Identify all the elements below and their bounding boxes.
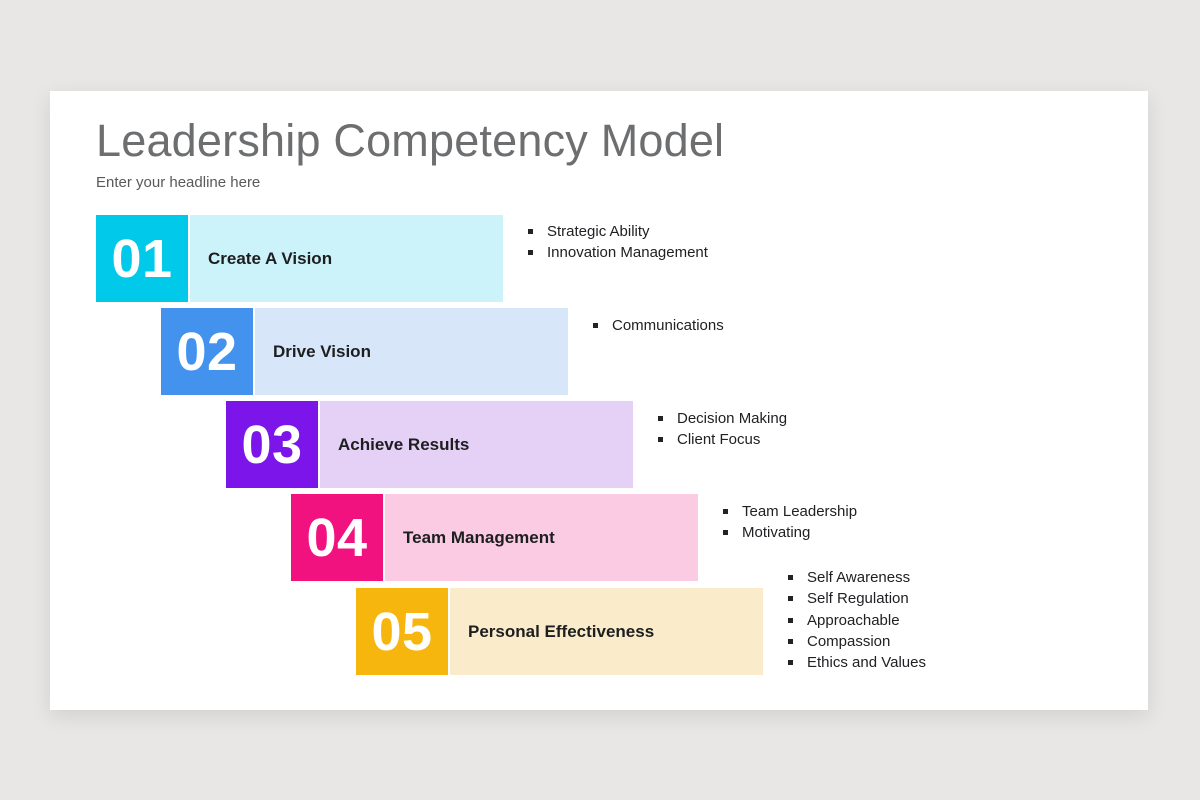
step-number-badge: 03 (226, 401, 318, 488)
bullet-text: Team Leadership (742, 503, 858, 521)
step-row: 05 Personal Effectiveness Self Awareness… (356, 569, 1116, 675)
bullet-square-icon (528, 250, 533, 256)
step-bullet-list: Communications (593, 315, 893, 336)
headline-placeholder: Enter your headline here (96, 174, 261, 191)
step-row: 03 Achieve Results Decision Making Clien… (226, 401, 986, 488)
bullet-text: Decision Making (677, 410, 788, 428)
step-label: Create A Vision (208, 248, 333, 268)
bullet-text: Strategic Ability (547, 223, 650, 241)
step-row: 01 Create A Vision Strategic Ability Inn… (96, 215, 856, 302)
step-bullet-list: Strategic Ability Innovation Management (528, 221, 828, 264)
bullet-text: Client Focus (677, 431, 761, 449)
list-item: Self Awareness (788, 567, 1088, 588)
step-row: 02 Drive Vision Communications (161, 308, 921, 395)
step-bar: Drive Vision (255, 308, 568, 395)
bullet-square-icon (658, 416, 663, 422)
list-item: Communications (593, 315, 893, 336)
bullet-square-icon (528, 229, 533, 235)
step-row: 04 Team Management Team Leadership Motiv… (291, 494, 1051, 581)
step-number-badge: 02 (161, 308, 253, 395)
bullet-text: Self Regulation (807, 590, 909, 608)
step-bar: Create A Vision (190, 215, 503, 302)
step-bar: Personal Effectiveness (450, 588, 763, 675)
bullet-square-icon (658, 437, 663, 443)
list-item: Decision Making (658, 408, 958, 429)
step-bar: Team Management (385, 494, 698, 581)
step-label: Personal Effectiveness (468, 621, 655, 641)
list-item: Team Leadership (723, 501, 1023, 522)
step-bar: Achieve Results (320, 401, 633, 488)
bullet-text: Motivating (742, 524, 811, 542)
page-title: Leadership Competency Model (96, 115, 725, 166)
bullet-text: Communications (612, 317, 724, 335)
step-bullet-list: Self Awareness Self Regulation Approacha… (788, 567, 1088, 673)
slide-card: Leadership Competency Model Enter your h… (50, 91, 1148, 710)
list-item: Approachable (788, 610, 1088, 631)
bullet-text: Compassion (807, 633, 891, 651)
bullet-square-icon (788, 639, 793, 645)
list-item: Compassion (788, 631, 1088, 652)
step-bullet-list: Team Leadership Motivating (723, 501, 1023, 544)
bullet-square-icon (788, 575, 793, 581)
bullet-square-icon (593, 323, 598, 329)
list-item: Self Regulation (788, 588, 1088, 609)
bullet-text: Ethics and Values (807, 654, 926, 672)
step-label: Drive Vision (273, 341, 371, 361)
bullet-square-icon (723, 530, 728, 536)
list-item: Strategic Ability (528, 221, 828, 242)
list-item: Client Focus (658, 429, 958, 450)
bullet-text: Self Awareness (807, 569, 911, 587)
list-item: Ethics and Values (788, 652, 1088, 673)
list-item: Motivating (723, 522, 1023, 543)
bullet-square-icon (788, 660, 793, 666)
bullet-square-icon (723, 509, 728, 515)
step-label: Achieve Results (338, 434, 470, 454)
bullet-text: Approachable (807, 611, 900, 629)
list-item: Innovation Management (528, 242, 828, 263)
step-bullet-list: Decision Making Client Focus (658, 408, 958, 451)
step-number-badge: 05 (356, 588, 448, 675)
step-number-badge: 01 (96, 215, 188, 302)
step-number-badge: 04 (291, 494, 383, 581)
bullet-square-icon (788, 596, 793, 602)
bullet-square-icon (788, 617, 793, 623)
bullet-text: Innovation Management (547, 244, 708, 262)
step-label: Team Management (403, 527, 555, 547)
